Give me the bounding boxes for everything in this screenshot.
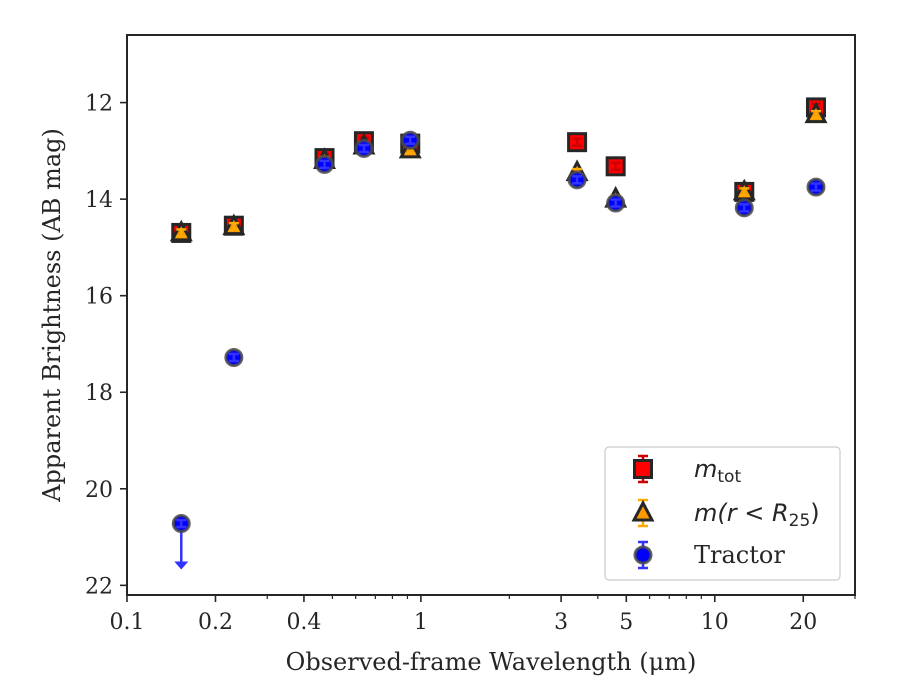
x-tick-label: 3 <box>554 610 568 635</box>
x-tick-label: 1 <box>414 610 428 635</box>
axes: 0.1 0.2 0.4 1 3 5 10 20 12 14 16 18 20 22 <box>85 92 856 635</box>
x-tick-label: 20 <box>789 610 817 635</box>
x-tick-label: 0.2 <box>198 610 233 635</box>
legend: mtot m(r < R25) Tractor <box>604 446 841 581</box>
x-tick-label: 0.4 <box>286 610 321 635</box>
y-axis-label: Apparent Brightness (AB mag) <box>38 128 66 503</box>
y-tick-label: 14 <box>85 188 113 213</box>
x-axis-label: Observed-frame Wavelength (μm) <box>286 648 697 676</box>
y-tick-label: 16 <box>85 285 113 310</box>
y-tick-label: 20 <box>85 478 113 503</box>
legend-label: Tractor <box>694 541 785 569</box>
series-triangle <box>169 101 828 242</box>
series-square <box>171 97 826 243</box>
legend-label: m(r < R25) <box>694 499 820 531</box>
y-tick-label: 12 <box>85 92 113 117</box>
series-circle <box>171 130 826 570</box>
legend-marker <box>631 499 655 522</box>
plot-frame <box>126 34 856 596</box>
plot-area <box>169 97 828 570</box>
upper-limit-arrow-head <box>174 561 189 570</box>
x-tick-label: 10 <box>701 610 729 635</box>
legend-marker <box>633 459 653 479</box>
y-tick-label: 22 <box>85 574 113 599</box>
legend-label: mtot <box>694 455 741 487</box>
legend-frame <box>604 446 841 581</box>
y-tick-label: 18 <box>85 381 113 406</box>
x-tick-label: 0.1 <box>110 610 145 635</box>
legend-marker <box>633 545 653 565</box>
x-tick-label: 5 <box>619 610 633 635</box>
